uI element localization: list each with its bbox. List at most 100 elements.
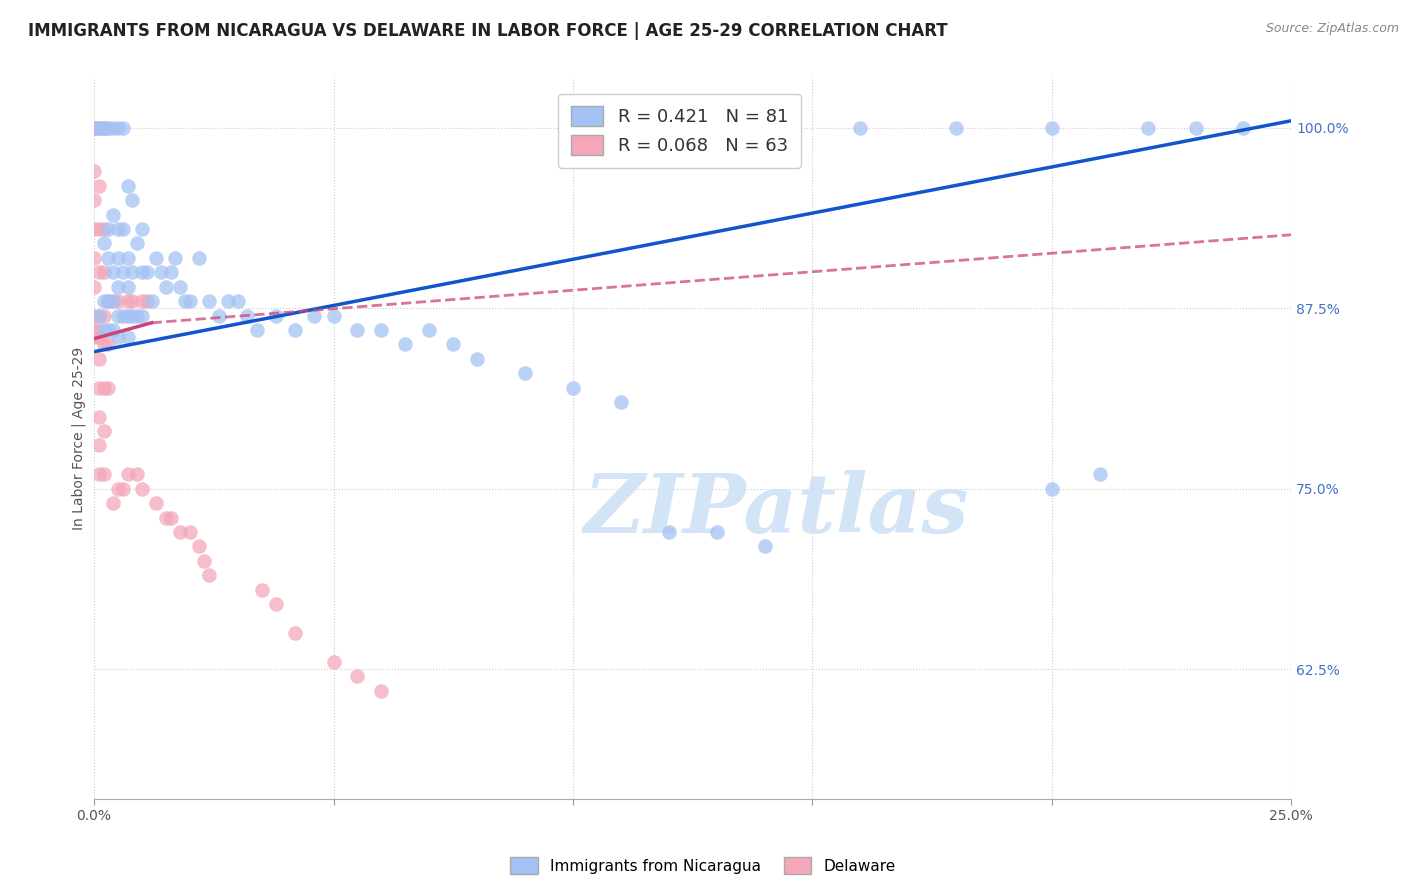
Point: [87, 178, 110, 193]
Point: [87, 120, 110, 135]
Point: [83, 120, 105, 135]
Point: [87, 120, 110, 135]
Point: [1040, 482, 1063, 496]
Point: [849, 120, 872, 135]
Point: [226, 294, 249, 309]
Point: [87, 381, 110, 395]
Point: [87, 467, 110, 482]
Point: [441, 337, 464, 351]
Point: [107, 120, 129, 135]
Point: [131, 294, 153, 309]
Point: [169, 524, 191, 539]
Point: [150, 265, 173, 279]
Point: [93, 381, 115, 395]
Point: [198, 568, 221, 582]
Legend: Immigrants from Nicaragua, Delaware: Immigrants from Nicaragua, Delaware: [505, 851, 901, 880]
Point: [83, 120, 105, 135]
Point: [107, 251, 129, 265]
Point: [304, 309, 326, 323]
Point: [179, 294, 201, 309]
Point: [97, 120, 120, 135]
Point: [117, 178, 139, 193]
Point: [111, 309, 134, 323]
Point: [284, 323, 307, 337]
Text: ZIPatlas: ZIPatlas: [583, 470, 969, 550]
Point: [107, 279, 129, 293]
Point: [87, 309, 110, 323]
Point: [1040, 120, 1063, 135]
Point: [87, 120, 110, 135]
Point: [111, 482, 134, 496]
Point: [93, 424, 115, 438]
Point: [93, 323, 115, 337]
Point: [165, 251, 187, 265]
Point: [103, 496, 125, 510]
Point: [264, 597, 287, 611]
Point: [131, 265, 153, 279]
Point: [107, 222, 129, 236]
Point: [135, 265, 157, 279]
Point: [322, 309, 344, 323]
Point: [93, 337, 115, 351]
Point: [97, 337, 120, 351]
Point: [1184, 120, 1206, 135]
Point: [513, 367, 536, 381]
Point: [169, 279, 191, 293]
Point: [93, 120, 115, 135]
Point: [117, 467, 139, 482]
Point: [658, 524, 681, 539]
Point: [127, 309, 149, 323]
Point: [945, 120, 967, 135]
Point: [93, 294, 115, 309]
Y-axis label: In Labor Force | Age 25-29: In Labor Force | Age 25-29: [72, 347, 86, 530]
Point: [83, 279, 105, 293]
Point: [107, 330, 129, 344]
Point: [117, 279, 139, 293]
Point: [346, 669, 368, 683]
Point: [83, 120, 105, 135]
Point: [117, 251, 139, 265]
Point: [107, 294, 129, 309]
Point: [83, 323, 105, 337]
Point: [117, 330, 139, 344]
Point: [97, 222, 120, 236]
Point: [87, 330, 110, 344]
Point: [1232, 120, 1254, 135]
Point: [121, 309, 143, 323]
Point: [103, 265, 125, 279]
Point: [111, 265, 134, 279]
Point: [145, 496, 167, 510]
Point: [83, 164, 105, 178]
Point: [87, 309, 110, 323]
Point: [83, 309, 105, 323]
Point: [131, 309, 153, 323]
Point: [93, 309, 115, 323]
Point: [83, 120, 105, 135]
Point: [322, 655, 344, 669]
Point: [121, 193, 143, 207]
Point: [111, 222, 134, 236]
Point: [87, 351, 110, 366]
Point: [155, 510, 177, 524]
Point: [83, 222, 105, 236]
Point: [159, 510, 181, 524]
Legend: R = 0.421   N = 81, R = 0.068   N = 63: R = 0.421 N = 81, R = 0.068 N = 63: [558, 94, 800, 168]
Point: [103, 294, 125, 309]
Point: [117, 309, 139, 323]
Point: [159, 265, 181, 279]
Point: [97, 323, 120, 337]
Point: [174, 294, 197, 309]
Point: [103, 208, 125, 222]
Point: [135, 294, 157, 309]
Point: [97, 251, 120, 265]
Text: Source: ZipAtlas.com: Source: ZipAtlas.com: [1265, 22, 1399, 36]
Point: [179, 524, 201, 539]
Point: [107, 309, 129, 323]
Point: [610, 395, 633, 409]
Point: [193, 554, 215, 568]
Point: [93, 222, 115, 236]
Point: [127, 467, 149, 482]
Point: [97, 294, 120, 309]
Point: [370, 323, 392, 337]
Point: [1088, 467, 1111, 482]
